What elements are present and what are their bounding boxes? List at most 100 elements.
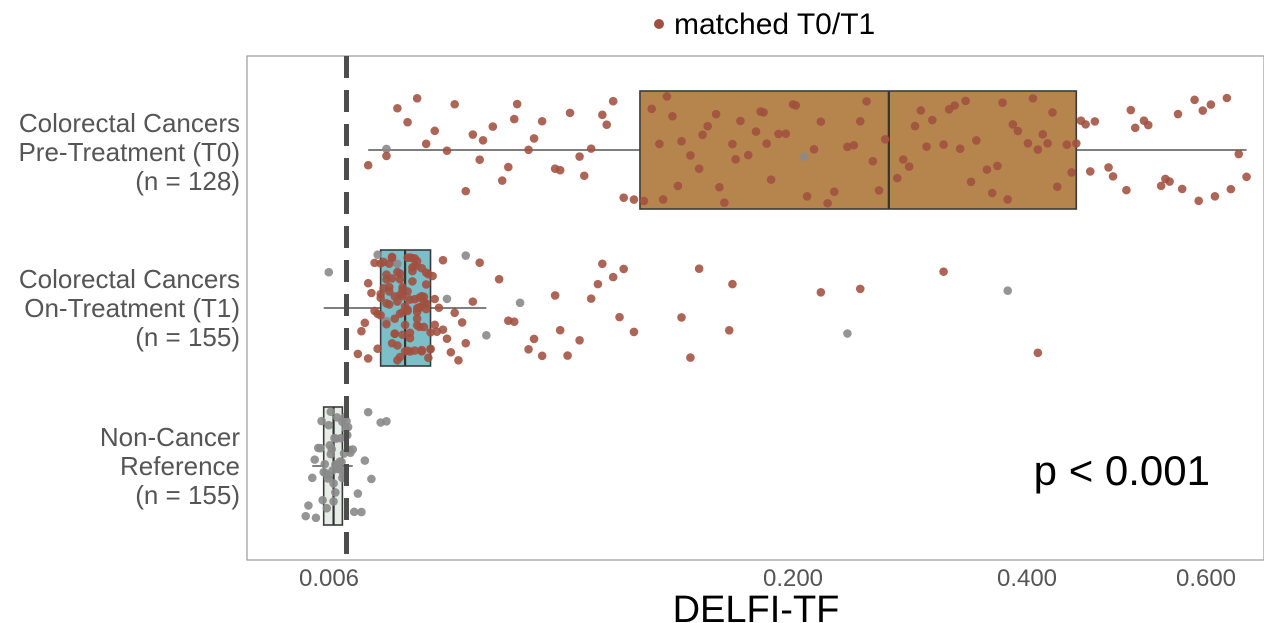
data-point-matched [393, 341, 402, 350]
group-label-t0-line2: Pre-Treatment (T0) [18, 137, 240, 167]
data-point-matched [1085, 167, 1095, 176]
data-point-matched [426, 344, 435, 354]
group-label-ref-line3: (n = 155) [135, 480, 240, 510]
data-point [324, 471, 334, 480]
data-point [318, 495, 327, 505]
data-point-matched [563, 351, 572, 360]
data-point [349, 507, 359, 517]
data-point-matched [393, 267, 402, 277]
data-point [322, 503, 332, 513]
data-point-matched [1206, 100, 1216, 109]
data-point-matched [430, 320, 440, 330]
data-point-matched [438, 255, 448, 265]
data-point-matched [939, 140, 948, 149]
data-point [353, 489, 363, 498]
data-point-matched [398, 285, 407, 295]
data-point-matched [619, 193, 629, 202]
data-point-matched [647, 104, 657, 114]
data-point-matched [1177, 184, 1187, 194]
data-point [373, 250, 382, 260]
data-point-matched [367, 288, 376, 298]
data-point-matched [421, 304, 431, 314]
data-point-matched [809, 145, 819, 154]
data-point [382, 417, 391, 426]
data-point-matched [403, 253, 412, 263]
data-point-matched [711, 109, 721, 119]
data-point-matched [658, 195, 668, 204]
data-point-matched [468, 297, 478, 306]
data-point-matched [715, 182, 724, 192]
data-point-matched [756, 107, 765, 116]
data-point-matched [1173, 109, 1183, 119]
data-point-matched [395, 352, 405, 362]
data-point [325, 440, 335, 450]
data-point-matched [972, 136, 981, 145]
p-value-annotation: p < 0.001 [1034, 447, 1210, 494]
data-point-matched [629, 327, 639, 337]
data-point-matched [639, 196, 649, 206]
data-point-matched [1033, 145, 1043, 154]
data-point-matched [1234, 149, 1244, 159]
data-point-matched [655, 139, 664, 149]
data-point-matched [442, 334, 452, 343]
data-point-matched [736, 116, 745, 126]
data-point [348, 445, 358, 454]
data-point-matched [537, 116, 547, 126]
data-point-matched [450, 308, 459, 318]
data-point-matched [1033, 348, 1043, 358]
data-point-matched [390, 292, 400, 301]
data-point-matched [922, 142, 931, 151]
data-point-matched [694, 264, 704, 274]
data-point-matched [1165, 177, 1174, 186]
data-point-matched [376, 311, 385, 320]
data-point-matched [390, 329, 400, 339]
data-point-matched [686, 151, 695, 160]
x-tick-label: 0.600 [1176, 565, 1236, 592]
data-point-matched [1023, 138, 1033, 148]
data-point-matched [403, 117, 412, 127]
data-point [799, 152, 809, 161]
data-point-matched [1156, 181, 1166, 191]
data-point-matched [384, 287, 394, 296]
data-point-matched [602, 120, 612, 129]
data-point [461, 251, 471, 260]
data-point-matched [698, 130, 707, 140]
data-point-matched [424, 269, 433, 279]
data-point-matched [1242, 172, 1251, 182]
data-point [317, 416, 326, 426]
data-point-matched [586, 144, 596, 153]
data-point-matched [475, 258, 484, 267]
data-point-matched [363, 160, 373, 170]
data-point [307, 473, 317, 483]
data-point-matched [843, 142, 852, 152]
data-point-matched [728, 279, 737, 289]
data-point-matched [1226, 184, 1236, 194]
data-point-matched [1028, 94, 1038, 103]
data-point-matched [410, 261, 420, 271]
data-point-matched [677, 136, 686, 146]
data-point-matched [488, 122, 498, 131]
data-point [324, 267, 334, 277]
data-point [330, 433, 339, 443]
data-point-matched [998, 98, 1007, 107]
data-point-matched [468, 130, 478, 139]
data-point-matched [862, 97, 871, 106]
data-point-matched [593, 279, 603, 289]
data-point-matched [395, 309, 405, 318]
data-point-matched [1090, 117, 1100, 126]
data-point-matched [874, 186, 884, 195]
data-point-matched [478, 136, 488, 145]
data-point-matched [475, 155, 484, 165]
data-point-matched [904, 162, 914, 171]
data-point-matched [370, 306, 379, 316]
data-point-matched [421, 280, 431, 289]
data-point-matched [743, 150, 753, 160]
data-point-matched [360, 318, 370, 328]
data-point-matched [384, 259, 394, 269]
data-point-matched [398, 330, 407, 340]
data-point-matched [1013, 126, 1023, 136]
data-point-matched [829, 187, 839, 197]
data-point-matched [586, 294, 596, 303]
data-point-matched [686, 353, 695, 362]
data-point-matched [461, 338, 471, 348]
